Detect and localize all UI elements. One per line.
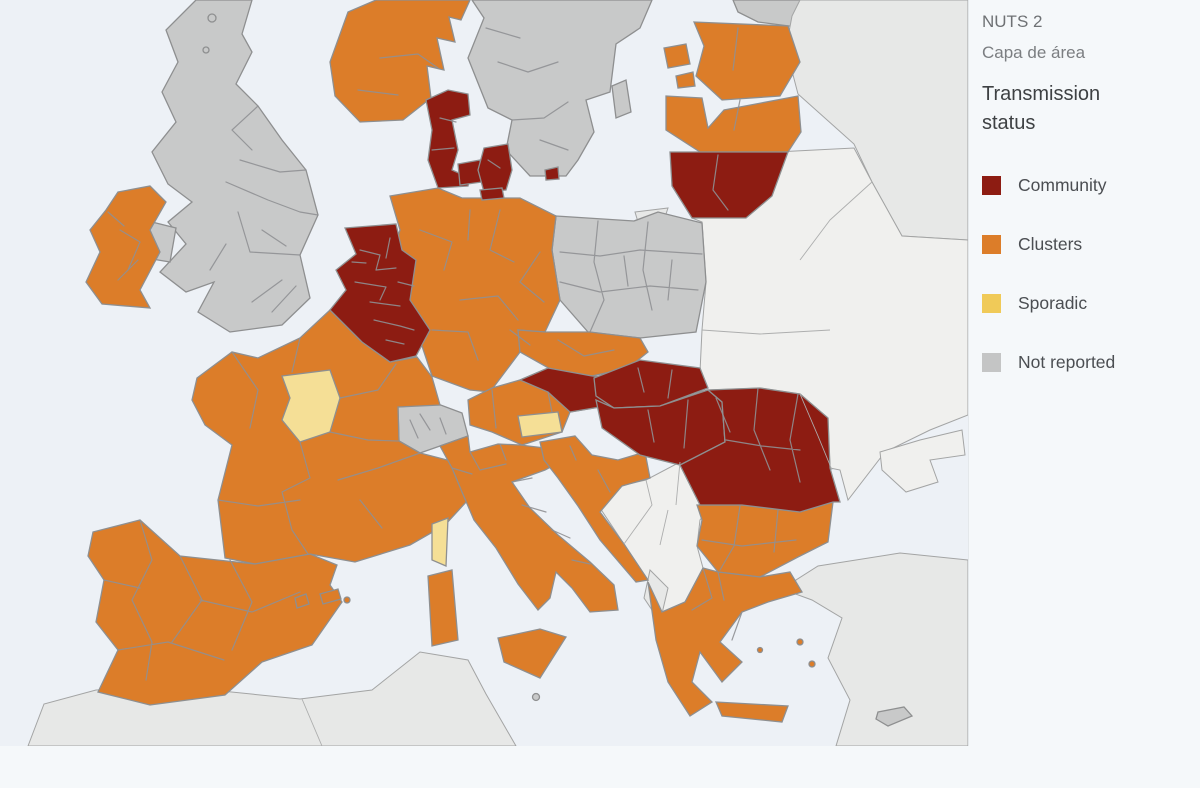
region-aegean-island[interactable]: [808, 660, 816, 668]
region-slovenia-croatia[interactable]: [539, 435, 651, 583]
region-crete[interactable]: [714, 701, 789, 723]
nuts-region-borders: [103, 27, 801, 681]
region-crimea[interactable]: [879, 429, 966, 493]
layer-name: NUTS 2: [982, 12, 1043, 31]
region-norway[interactable]: [329, 0, 471, 123]
legend-swatch-community: [982, 176, 1001, 195]
non-eu-borders: [301, 181, 873, 746]
region-italy[interactable]: [439, 435, 619, 613]
legend-swatch-sporadic: [982, 294, 1001, 313]
layer-subtitle: Capa de área: [982, 43, 1086, 62]
region-corsica[interactable]: [431, 517, 449, 567]
region-united-kingdom[interactable]: [151, 0, 319, 333]
region-carinthia[interactable]: [517, 411, 563, 438]
legend-panel: NUTS 2 Capa de área Transmission status …: [968, 0, 1200, 746]
region-estonia-islands[interactable]: [663, 43, 696, 89]
region-denmark[interactable]: [425, 89, 471, 189]
region-latvia[interactable]: [665, 95, 802, 153]
legend-swatch-not-reported: [982, 353, 1001, 372]
legend-label: Clusters: [1018, 234, 1083, 254]
legend-label: Not reported: [1018, 352, 1116, 372]
region-ireland[interactable]: [85, 185, 167, 309]
region-malta[interactable]: [531, 692, 541, 702]
region-lithuania[interactable]: [669, 151, 789, 219]
region-menorca[interactable]: [343, 596, 351, 604]
map-canvas[interactable]: [0, 0, 1200, 746]
europe-map-svg: [27, 0, 968, 746]
region-shetland[interactable]: [207, 13, 217, 23]
region-slovakia[interactable]: [593, 359, 709, 409]
legend-label: Community: [1018, 175, 1107, 195]
region-aegean-island[interactable]: [796, 638, 804, 646]
legend-item-sporadic: Sporadic: [982, 293, 1186, 314]
region-centre-france[interactable]: [281, 369, 341, 443]
legend-item-not-reported: Not reported: [982, 352, 1186, 373]
region-sweden[interactable]: [467, 0, 653, 177]
region-bornholm[interactable]: [544, 166, 560, 181]
region-balearics[interactable]: [294, 588, 342, 609]
region-gotland[interactable]: [611, 79, 632, 119]
region-lolland[interactable]: [479, 187, 505, 201]
region-aegean-island[interactable]: [756, 646, 764, 654]
region-greece[interactable]: [647, 567, 803, 717]
legend-item-clusters: Clusters: [982, 234, 1186, 255]
legend-item-community: Community: [982, 175, 1186, 196]
legend-label: Sporadic: [1018, 293, 1088, 313]
legend-title: Transmission status: [982, 83, 1101, 134]
home-button[interactable]: [882, 42, 1200, 621]
region-zealand[interactable]: [477, 143, 513, 193]
region-sicily[interactable]: [497, 628, 568, 679]
region-sardinia[interactable]: [427, 569, 459, 647]
region-cyprus[interactable]: [875, 706, 914, 727]
region-czechia[interactable]: [517, 329, 649, 377]
region-orkney[interactable]: [202, 46, 210, 54]
region-north-africa[interactable]: [27, 651, 517, 746]
region-estonia[interactable]: [693, 21, 801, 101]
legend-swatch-clusters: [982, 235, 1001, 254]
region-spain-portugal[interactable]: [87, 519, 343, 706]
